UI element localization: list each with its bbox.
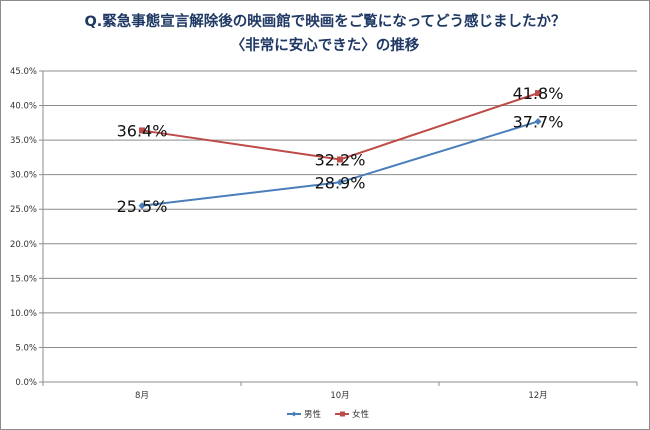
gridlines <box>43 70 637 348</box>
y-tick-label: 15.0% <box>10 274 37 284</box>
data-point-marker <box>535 90 541 97</box>
y-tick-label: 40.0% <box>10 102 37 112</box>
chart-title-block: Q.緊急事態宣言解除後の映画館で映画をご覧になってどう感じましたか？ 〈非常に安… <box>0 10 650 58</box>
chart-subtitle: 〈非常に安心できた〉の推移 <box>230 38 420 54</box>
x-tick-label: 12月 <box>528 391 547 401</box>
y-tick-label: 25.0% <box>10 205 37 215</box>
y-tick-label: 20.0% <box>10 240 37 250</box>
data-label: 25.5% <box>117 197 168 216</box>
legend: 男性 女性 <box>287 409 370 420</box>
data-point-marker <box>534 117 542 125</box>
y-tick-label: 30.0% <box>10 171 37 181</box>
legend-marker <box>291 411 297 417</box>
data-point-marker <box>337 156 343 163</box>
y-tick-label: 0.0% <box>15 378 37 388</box>
data-label: 28.9% <box>315 173 366 192</box>
data-label: 37.7% <box>513 112 564 131</box>
data-labels: 25.5% 28.9% 37.7% 36.4% 32.2% 41.8% <box>117 84 564 216</box>
y-tick-label: 45.0% <box>10 67 37 77</box>
series-group <box>138 90 542 210</box>
legend-marker <box>340 411 345 417</box>
data-point-marker <box>336 178 344 186</box>
y-tick-label: 35.0% <box>10 136 37 146</box>
legend-label: 女性 <box>352 409 370 420</box>
x-tick-label: 8月 <box>135 391 149 401</box>
data-label: 32.2% <box>315 150 366 169</box>
data-label: 41.8% <box>513 84 564 103</box>
legend-label: 男性 <box>304 409 322 420</box>
x-tick-label: 10月 <box>330 391 349 401</box>
x-axis-ticks: 8月 10月 12月 <box>135 391 548 401</box>
data-point-marker <box>139 127 145 134</box>
axes <box>39 70 638 386</box>
y-tick-label: 10.0% <box>10 309 37 319</box>
data-point-marker <box>138 202 146 210</box>
y-axis-ticks: 0.0% 5.0% 10.0% 15.0% 20.0% 25.0% 30.0% 35.0% 40… <box>10 67 37 388</box>
y-tick-label: 5.0% <box>15 343 37 353</box>
chart-title: Q.緊急事態宣言解除後の映画館で映画をご覧になってどう感じましたか？ <box>84 14 566 30</box>
data-label: 36.4% <box>117 121 168 140</box>
